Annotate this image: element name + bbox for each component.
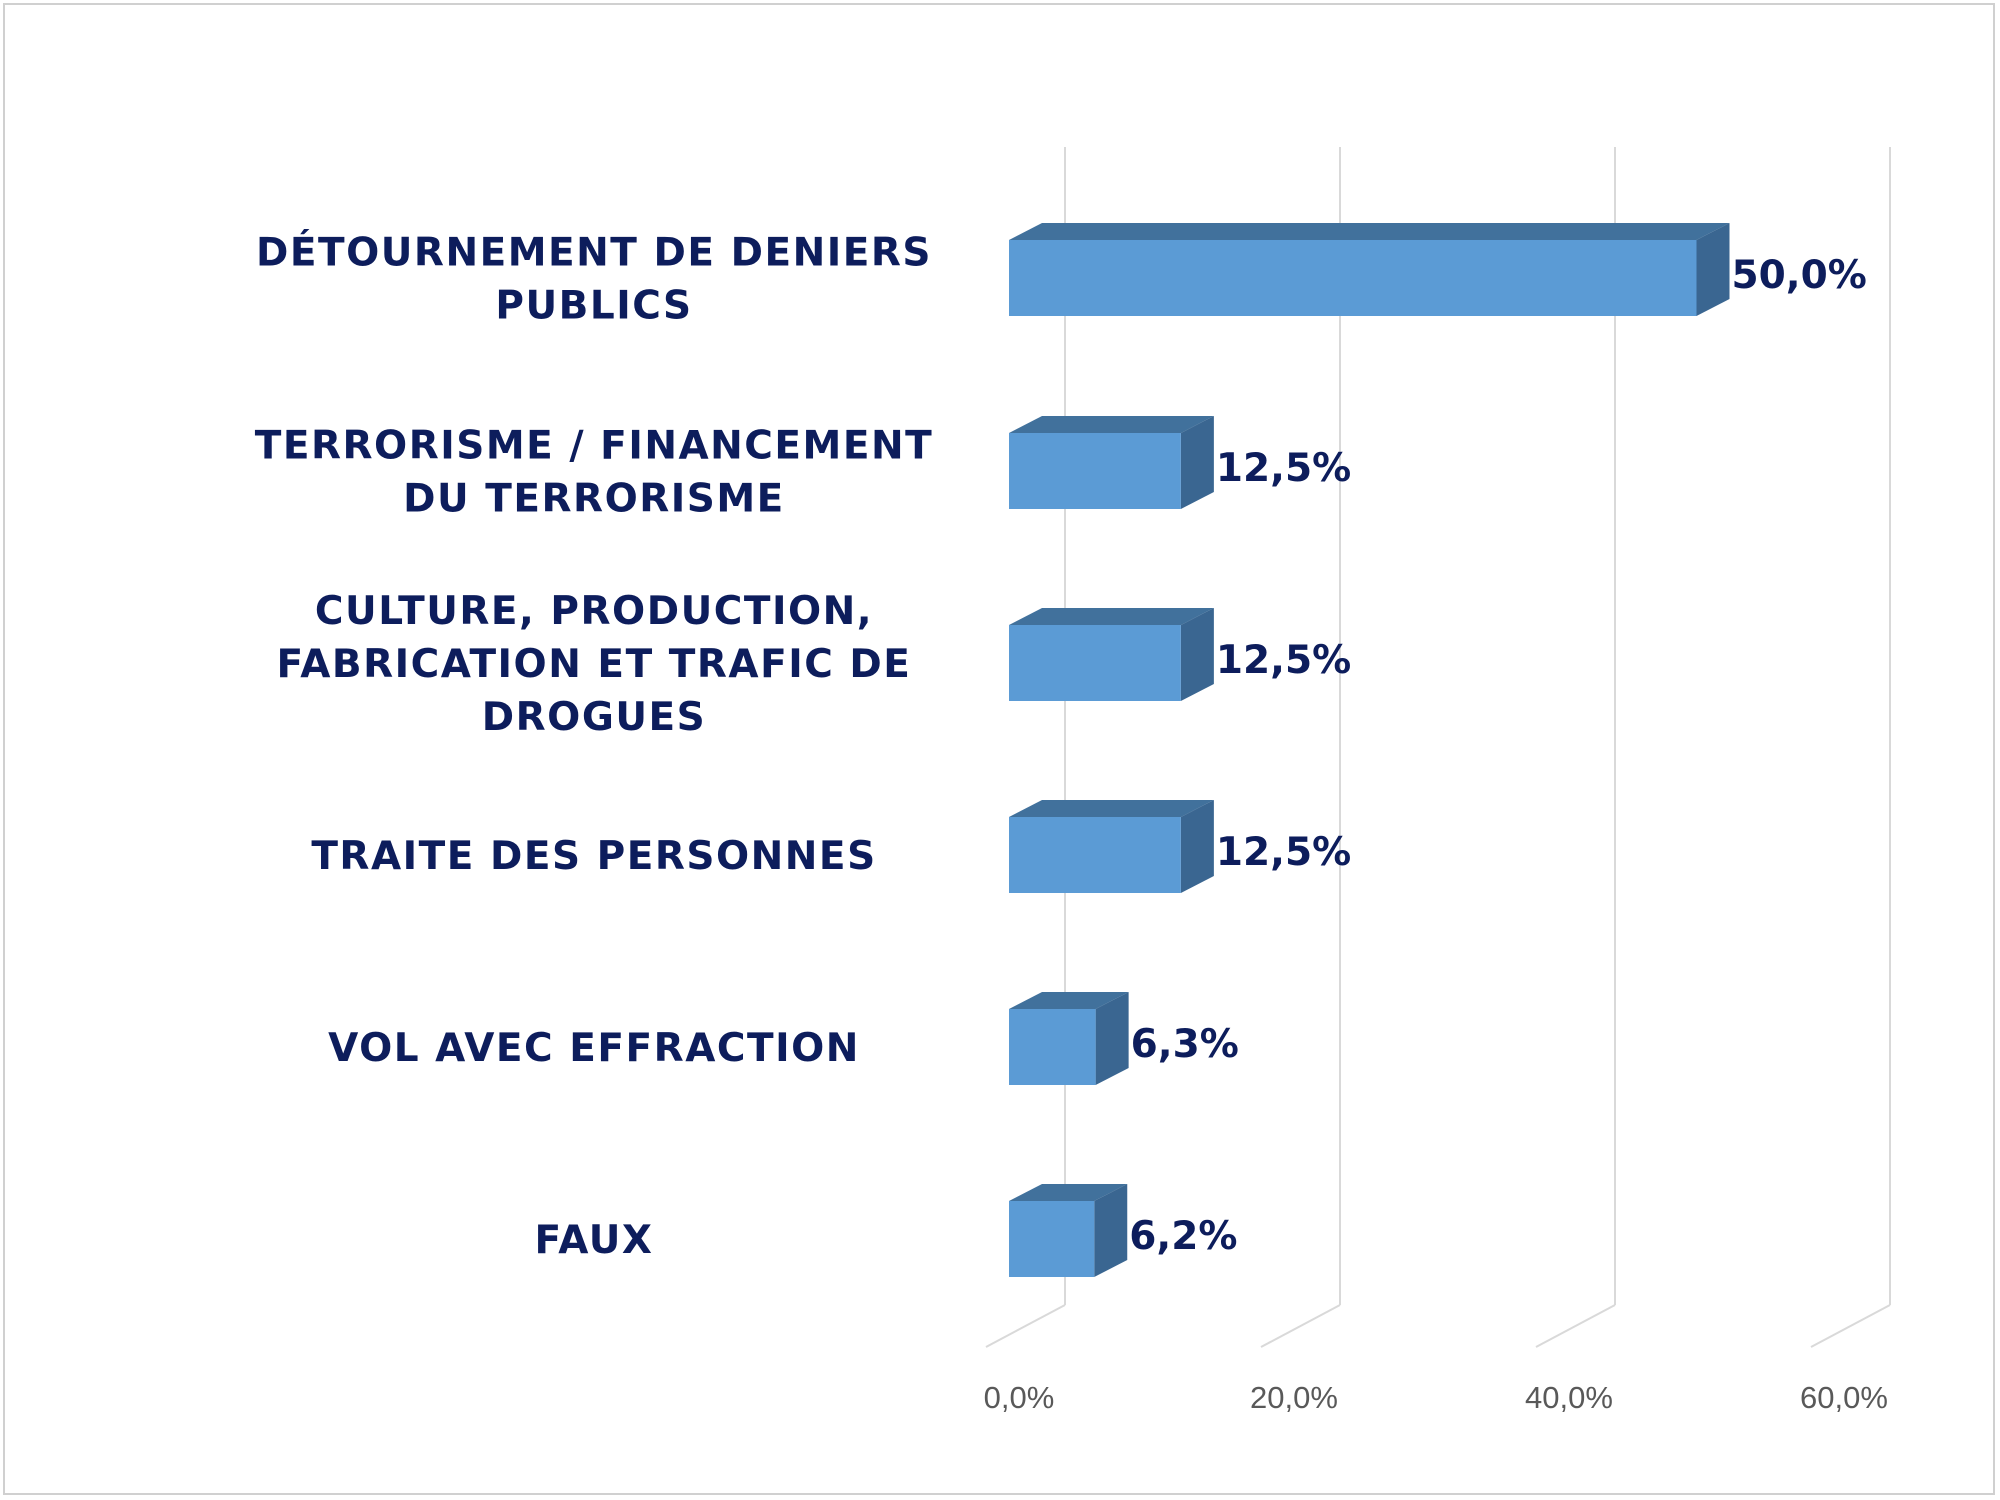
category-label-line: CULTURE, PRODUCTION,: [315, 589, 873, 634]
bar-side-face: [1696, 223, 1730, 316]
data-label: 6,3%: [1131, 1022, 1239, 1067]
data-label: 12,5%: [1216, 446, 1351, 491]
category-label-line: DÉTOURNEMENT DE DENIERS: [256, 229, 932, 276]
data-label: 50,0%: [1732, 253, 1867, 298]
x-tick-label: 20,0%: [1250, 1380, 1338, 1415]
x-tick-label: 0,0%: [984, 1380, 1055, 1415]
category-label-line: DU TERRORISME: [403, 477, 785, 522]
bar-top-face: [1009, 416, 1214, 433]
x-tick-label: 60,0%: [1800, 1380, 1888, 1415]
bar-side-face: [1180, 800, 1214, 893]
category-label-line: FAUX: [535, 1218, 654, 1263]
bar-side-face: [1095, 992, 1129, 1085]
horizontal-bar-chart: 0,0% 20,0% 40,0% 60,0% 50,0% 12,5% 12,5% 12,5% 6…: [255, 147, 1891, 1416]
category-label-line: FABRICATION ET TRAFIC DE: [277, 642, 912, 687]
data-label: 12,5%: [1216, 830, 1351, 875]
category-label: TERRORISME / FINANCEMENT DU TERRORISME: [255, 424, 934, 522]
bar-top-face: [1009, 800, 1214, 817]
category-label-line: TERRORISME / FINANCEMENT: [255, 424, 934, 469]
bar-top-face: [1009, 1184, 1128, 1201]
floor-gridline: [1260, 1304, 1341, 1348]
category-label: VOL AVEC EFFRACTION: [328, 1026, 860, 1071]
category-label-line: TRAITE DES PERSONNES: [311, 834, 876, 879]
bars: [1009, 223, 1730, 1277]
category-label: CULTURE, PRODUCTION, FABRICATION ET TRAFI…: [277, 589, 912, 740]
bar: [1009, 817, 1181, 893]
bar: [1009, 625, 1181, 701]
bar: [1009, 1201, 1095, 1277]
x-tick-label: 40,0%: [1525, 1380, 1613, 1415]
gridlines: [985, 147, 1891, 1348]
bar-top-face: [1009, 992, 1129, 1009]
bar-top-face: [1009, 223, 1730, 240]
labels: 0,0% 20,0% 40,0% 60,0% 50,0% 12,5% 12,5% 12,5% 6…: [255, 229, 1888, 1416]
bar: [1009, 433, 1181, 509]
floor-gridline: [1535, 1304, 1616, 1348]
category-label: FAUX: [535, 1218, 654, 1263]
chart-frame: 0,0% 20,0% 40,0% 60,0% 50,0% 12,5% 12,5% 12,5% 6…: [3, 3, 1995, 1495]
bar-top-face: [1009, 608, 1214, 625]
floor-gridline: [1810, 1304, 1891, 1348]
category-label-line: DROGUES: [482, 695, 706, 740]
bar: [1009, 240, 1697, 316]
category-label: DÉTOURNEMENT DE DENIERS PUBLICS: [256, 229, 932, 329]
floor-gridline: [985, 1304, 1066, 1348]
data-label: 12,5%: [1216, 638, 1351, 683]
bar: [1009, 1009, 1096, 1085]
bar-side-face: [1094, 1184, 1128, 1277]
category-label-line: VOL AVEC EFFRACTION: [328, 1026, 860, 1071]
category-label-line: PUBLICS: [495, 284, 692, 329]
category-label: TRAITE DES PERSONNES: [311, 834, 876, 879]
bar-side-face: [1180, 416, 1214, 509]
data-label: 6,2%: [1129, 1214, 1237, 1259]
bar-side-face: [1180, 608, 1214, 701]
